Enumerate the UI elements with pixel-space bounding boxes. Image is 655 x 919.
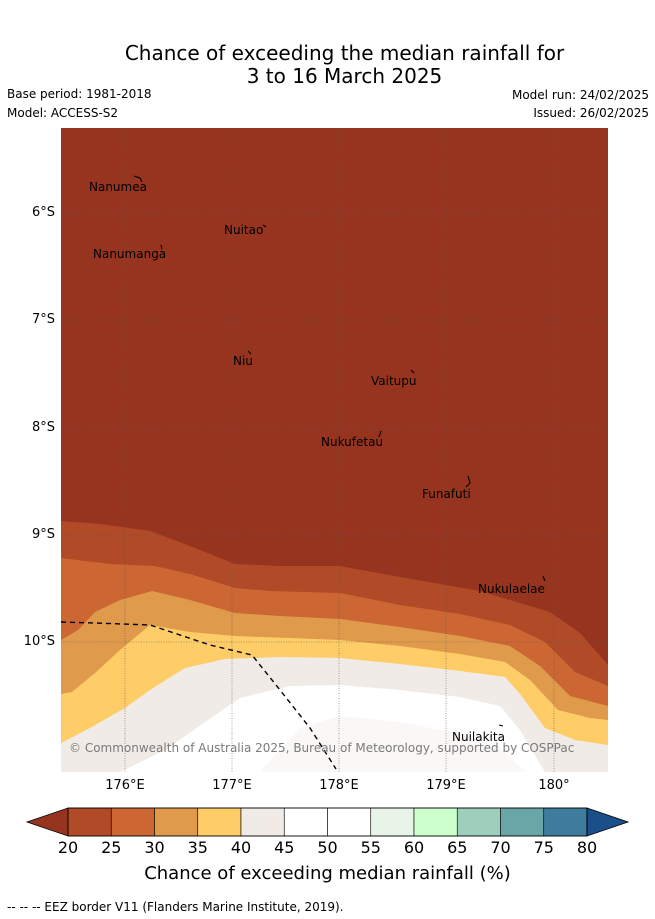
colorbar-tick-label: 50 [317, 838, 338, 857]
model-name: Model: ACCESS-S2 [7, 106, 119, 120]
colorbar-bins [67, 807, 588, 837]
colorbar-bin [327, 807, 372, 837]
lat-label-7s: 7°S [31, 312, 55, 327]
colorbar [25, 807, 630, 837]
colorbar-bin [370, 807, 415, 837]
copyright-notice: © Commonwealth of Australia 2025, Bureau… [69, 741, 575, 755]
colorbar-bin [110, 807, 155, 837]
colorbar-tick-label: 70 [490, 838, 511, 857]
place-vaitupu: Vaitupu [371, 374, 417, 388]
colorbar-under-arrow [25, 807, 69, 837]
lon-label-177e: 177°E [212, 778, 252, 793]
colorbar-tick-label: 80 [576, 838, 598, 857]
colorbar-tick-label: 25 [101, 838, 122, 857]
band-45-50 [120, 685, 545, 772]
colorbar-tick-label: 65 [447, 838, 468, 857]
lon-label-178e: 178°E [319, 778, 359, 793]
place-nanumea: Nanumea [89, 180, 147, 194]
base-period: Base period: 1981-2018 [7, 87, 152, 101]
colorbar-tick-label: 40 [230, 838, 252, 857]
place-nuilakita: Nuilakita [452, 730, 505, 744]
island-marks [133, 175, 546, 727]
place-nukufetau: Nukufetau [321, 435, 384, 449]
model-run: Model run: 24/02/2025 [511, 88, 649, 102]
colorbar-bin [543, 807, 588, 837]
colorbar-tick-label: 60 [403, 838, 425, 857]
colorbar-tick-label: 75 [533, 838, 554, 857]
colorbar-label: Chance of exceeding median rainfall (%) [144, 863, 511, 884]
map-title-line1: Chance of exceeding the median rainfall … [124, 41, 565, 65]
colorbar-bin [456, 807, 501, 837]
colorbar-tick-label: 35 [187, 838, 208, 857]
colorbar-tick-label: 55 [360, 838, 381, 857]
colorbar-bin [154, 807, 199, 837]
colorbar-bin [500, 807, 545, 837]
colorbar-bin [413, 807, 458, 837]
eez-footnote: -- -- -- EEZ border V11 (Flanders Marine… [7, 900, 344, 914]
lon-label-180: 180° [538, 778, 570, 793]
place-nuitao: Nuitao [224, 223, 264, 237]
colorbar-tick-label: 20 [57, 838, 79, 857]
band-45-50-inner [260, 716, 525, 772]
colorbar-tick-label: 45 [274, 838, 295, 857]
place-nukulaelae: Nukulaelae [478, 582, 545, 596]
place-niu: Niu [233, 354, 253, 368]
colorbar-tick-label: 30 [144, 838, 165, 857]
colorbar-over-arrow [586, 807, 630, 837]
place-funafuti: Funafuti [422, 487, 471, 501]
lat-label-10s: 10°S [23, 634, 55, 649]
place-nanumanga: Nanumanga [93, 247, 167, 261]
lat-label-6s: 6°S [31, 205, 55, 220]
eez-border [60, 621, 337, 770]
colorbar-bin [197, 807, 242, 837]
lon-label-179e: 179°E [426, 778, 466, 793]
graticule [61, 128, 608, 772]
issued-date: Issued: 26/02/2025 [533, 106, 649, 120]
colorbar-bin [240, 807, 285, 837]
lat-label-9s: 9°S [31, 527, 55, 542]
lon-label-176e: 176°E [105, 778, 145, 793]
colorbar-bin [283, 807, 328, 837]
lat-label-8s: 8°S [31, 420, 55, 435]
colorbar-bin [67, 807, 112, 837]
map-title-line2: 3 to 16 March 2025 [246, 64, 443, 88]
colorbar-outline [67, 807, 588, 837]
